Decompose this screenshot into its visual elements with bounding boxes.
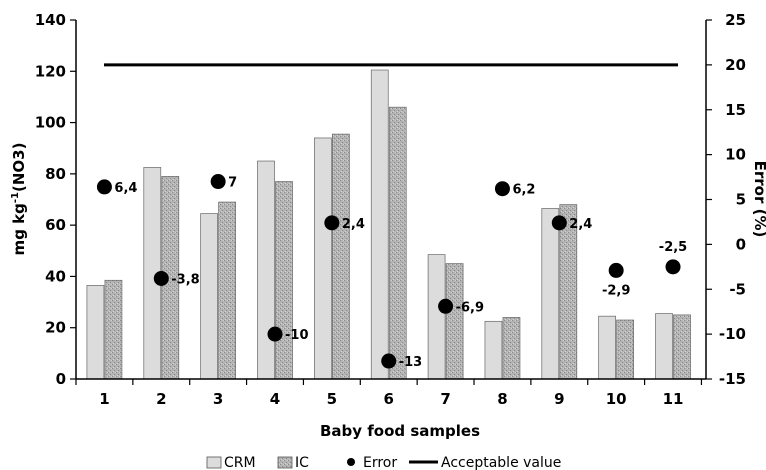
x-tick-label-1: 1 [99,390,109,408]
error-point-3 [210,174,226,190]
error-point-7 [438,298,454,314]
bar-crm-5 [314,137,332,380]
y-axis-title: mg kg-1(NO3) [10,143,28,256]
bar-crm-7 [427,254,446,380]
x-tick-label-6: 6 [384,390,394,408]
y-axis-title-unit: (NO3) [10,143,28,192]
error-label-10: -2,9 [602,283,630,298]
y-tick-label-120: 120 [35,62,66,80]
legend-crm-swatch [206,456,222,469]
x-tick-label-8: 8 [497,390,507,408]
legend-error-label: Error [363,455,397,470]
legend-crm-label: CRM [224,455,256,470]
axes-layer [70,19,712,385]
error-point-10 [608,262,624,278]
bar-ic-8 [502,317,521,380]
bar-crm-11 [655,313,673,380]
y-axis-title-main: mg kg [10,203,28,255]
y-tick-label-60: 60 [45,216,66,234]
y2-tick-label-25: 25 [725,11,746,29]
legend-acceptable-label: Acceptable value [441,455,561,470]
legend-error-marker [347,458,355,466]
bar-ic-5 [332,133,350,380]
y2-tick-label-15: 15 [725,101,746,119]
bar-ic-3 [218,201,236,380]
bar-ic-4 [275,181,293,380]
error-point-8 [494,181,510,197]
y2-tick-label-0: 0 [736,235,746,253]
error-point-5 [324,215,340,231]
y2-tick-label--15: -15 [719,370,746,388]
error-label-9: 2,4 [569,217,592,232]
bar-crm-9 [541,208,560,380]
y-tick-label-100: 100 [35,114,66,132]
x-tick-label-3: 3 [213,390,223,408]
error-label-6: -13 [399,355,423,370]
error-point-2 [153,270,169,286]
error-point-4 [267,326,283,342]
error-point-9 [551,215,567,231]
y2-tick-label-5: 5 [736,191,746,209]
error-points-layer: 6,4 -3,8 7 -10 2,4 -13 -6,9 6,2 2,4 -2,9 -2,5 [96,63,687,370]
bar-crm-10 [598,315,617,380]
bar-crm-6 [370,69,389,380]
error-label-11: -2,5 [659,240,687,255]
error-label-4: -10 [285,328,309,343]
error-label-1: 6,4 [114,181,137,196]
bars-layer [86,69,691,380]
y-tick-label-80: 80 [45,165,66,183]
bar-crm-8 [484,320,503,380]
bar-crm-3 [200,213,218,380]
x-tick-label-11: 11 [663,390,684,408]
error-label-5: 2,4 [342,217,365,232]
bar-ic-11 [673,314,691,380]
y-axis-title-superscript: -1 [10,192,21,203]
y-tick-label-140: 140 [35,11,66,29]
bar-crm-4 [257,160,275,380]
bar-ic-6 [388,106,407,380]
tick-labels-layer: 0 20 40 60 80 100 120 140 -15 -10 -5 0 5 10 15 20 25 1 2 3 4… [35,11,746,408]
error-label-3: 7 [228,176,237,191]
bar-ic-7 [445,263,464,380]
error-label-7: -6,9 [456,300,484,315]
y-tick-label-40: 40 [45,267,66,285]
error-point-1 [96,179,112,195]
y2-tick-label--5: -5 [729,280,746,298]
x-tick-label-2: 2 [156,390,166,408]
legend-ic-swatch [277,456,293,469]
y-tick-label-20: 20 [45,319,66,337]
x-tick-label-7: 7 [440,390,450,408]
bar-ic-1 [104,279,123,380]
y2-tick-label--10: -10 [719,325,746,343]
x-tick-label-10: 10 [606,390,627,408]
y2-tick-label-10: 10 [725,146,746,164]
legend: CRM IC Error Acceptable value [206,455,561,470]
x-tick-label-4: 4 [270,390,280,408]
x-tick-label-5: 5 [327,390,337,408]
error-label-8: 6,2 [512,183,535,198]
x-axis-title: Baby food samples [320,422,480,440]
bar-crm-1 [86,285,105,380]
y2-tick-label-20: 20 [725,56,746,74]
error-point-6 [381,353,397,369]
y-tick-label-0: 0 [56,370,66,388]
x-tick-label-9: 9 [554,390,564,408]
error-point-11 [665,259,681,275]
legend-ic-label: IC [295,455,309,470]
y2-axis-title: Error (%) [751,161,766,238]
bar-ic-10 [616,319,635,380]
error-label-2: -3,8 [171,272,199,287]
